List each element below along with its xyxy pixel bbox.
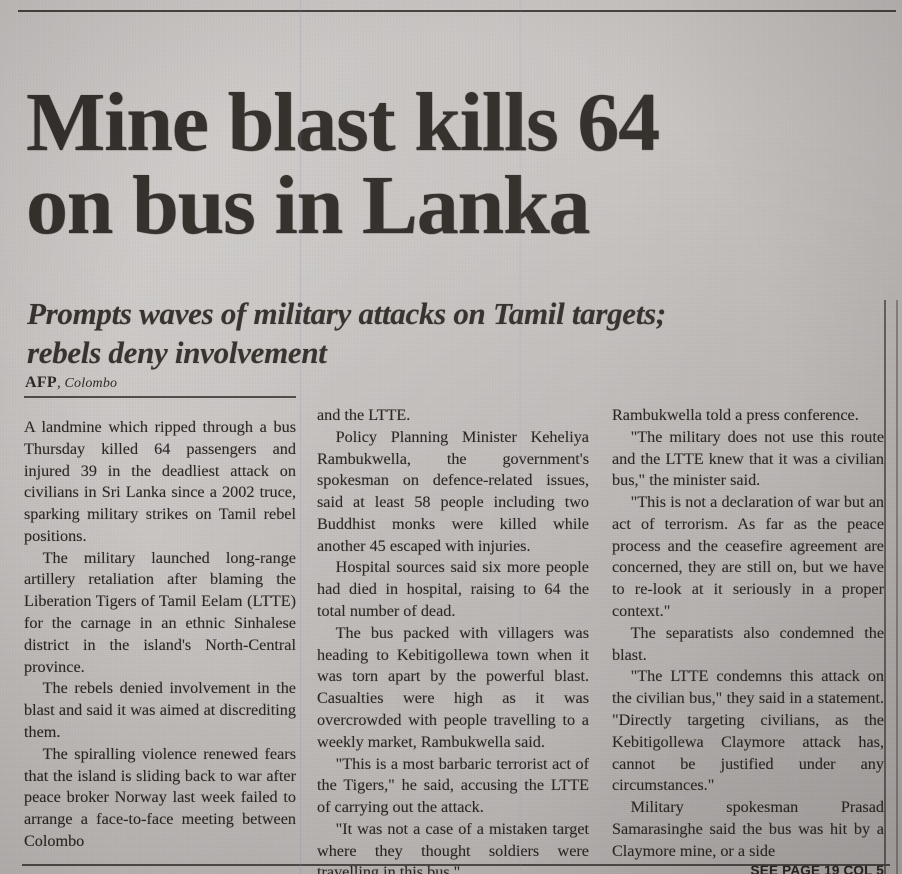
headline-line-1: Mine blast kills 64: [26, 76, 660, 170]
right-edge-rule-outer: [896, 300, 898, 874]
bottom-divider-rule: [22, 864, 890, 866]
subheadline-line-2: rebels deny involvement: [27, 335, 327, 371]
continuation-line: SEE PAGE 19 COL 5: [750, 863, 884, 874]
paragraph: "The LTTE condemns this attack on the ci…: [612, 667, 884, 795]
paragraph: A landmine which ripped through a bus Th…: [24, 418, 296, 545]
body-column-2: and the LTTE. Policy Planning Minister K…: [317, 405, 589, 874]
byline: AFP, Colombo: [25, 374, 295, 392]
paragraph: and the LTTE.: [317, 406, 411, 424]
body-column-3: Rambukwella told a press conference. "Th…: [612, 405, 884, 874]
paragraph: "It was not a case of a mistaken target …: [317, 819, 589, 874]
paragraph: The bus packed with villagers was headin…: [317, 623, 589, 751]
article-body: A landmine which ripped through a bus Th…: [24, 405, 884, 874]
byline-separator: ,: [57, 375, 61, 391]
headline-line-2: on bus in Lanka: [26, 158, 591, 252]
subheadline-line-1: Prompts waves of military attacks on Tam…: [27, 295, 666, 331]
paragraph: The rebels denied involvement in the bla…: [24, 679, 296, 741]
right-edge-rule: [884, 300, 886, 874]
paragraph: Policy Planning Minister Keheliya Rambuk…: [317, 427, 589, 555]
byline-agency: AFP: [25, 374, 58, 391]
subheadline: Prompts waves of military attacks on Tam…: [27, 294, 867, 373]
byline-dateline: Colombo: [64, 376, 118, 391]
paragraph: The military launched long-range artille…: [24, 548, 296, 676]
paragraph: The separatists also condemned the blast…: [612, 623, 884, 664]
paragraph: The spiralling violence renewed fears th…: [24, 744, 296, 850]
paragraph: "The military does not use this route an…: [612, 427, 884, 490]
headline: Mine blast kills 64 on bus in Lanka: [26, 76, 886, 252]
paragraph: "This is a most barbaric terrorist act o…: [317, 754, 589, 817]
body-column-1: A landmine which ripped through a bus Th…: [24, 417, 296, 853]
paragraph: "This is not a declaration of war but an…: [612, 493, 884, 621]
byline-divider-rule: [24, 396, 296, 398]
paragraph: Military spokesman Prasad Samarasinghe s…: [612, 798, 884, 860]
top-divider-rule: [18, 10, 896, 12]
paragraph: Hospital sources said six more people ha…: [317, 558, 589, 621]
paragraph: Rambukwella told a press conference.: [612, 406, 859, 424]
